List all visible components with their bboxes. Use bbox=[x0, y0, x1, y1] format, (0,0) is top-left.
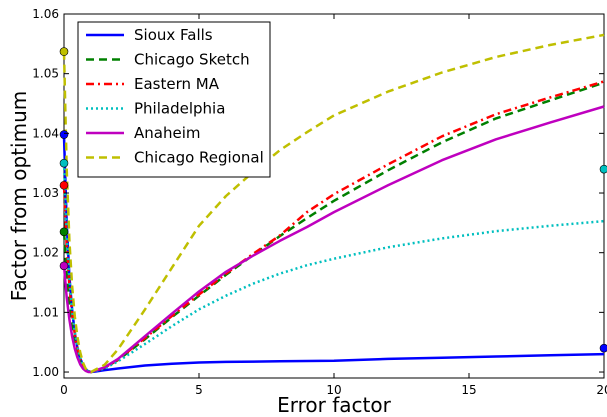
y-tick-label: 1.05 bbox=[32, 67, 59, 81]
legend-box bbox=[77, 21, 271, 178]
x-axis-label: Error factor bbox=[277, 393, 391, 417]
series-markers bbox=[59, 47, 607, 353]
start-marker bbox=[59, 227, 69, 237]
legend-label: Chicago Regional bbox=[134, 149, 264, 167]
legend-label: Philadelphia bbox=[134, 100, 225, 118]
x-tick-label: 20 bbox=[596, 383, 607, 397]
y-tick-label: 1.06 bbox=[32, 7, 59, 21]
start-marker bbox=[59, 130, 69, 139]
start-marker bbox=[59, 180, 69, 190]
series-line-chicago-sketch bbox=[62, 81, 605, 374]
y-axis-label: Factor from optimum bbox=[7, 91, 31, 301]
legend: Sioux Falls Chicago Sketch Eastern MA Phila… bbox=[77, 21, 271, 178]
axis-ticks: 0 5 10 15 20 1.00 1.01 1.02 1.03 1.04 1.05 1.06 bbox=[32, 7, 607, 397]
legend-label: Eastern MA bbox=[134, 75, 220, 93]
start-marker bbox=[59, 158, 69, 168]
end-marker bbox=[599, 164, 607, 174]
y-tick-label: 1.04 bbox=[32, 126, 59, 140]
y-tick-label: 1.00 bbox=[32, 365, 59, 379]
series-line-chicago-regional bbox=[62, 33, 605, 374]
x-tick-label: 0 bbox=[60, 383, 68, 397]
legend-label: Sioux Falls bbox=[134, 26, 213, 44]
x-tick-label: 10 bbox=[326, 383, 341, 397]
x-tick-label: 5 bbox=[195, 383, 203, 397]
x-tick-label: 15 bbox=[461, 383, 476, 397]
series-lines bbox=[62, 33, 605, 374]
series-line-anaheim bbox=[62, 105, 605, 374]
legend-label: Anaheim bbox=[134, 124, 200, 142]
start-marker bbox=[59, 47, 69, 56]
series-line-philadelphia bbox=[62, 163, 605, 374]
y-tick-label: 1.01 bbox=[32, 305, 59, 319]
legend-label: Chicago Sketch bbox=[134, 51, 250, 69]
y-tick-label: 1.03 bbox=[32, 186, 59, 200]
end-marker bbox=[599, 343, 607, 353]
y-tick-label: 1.02 bbox=[32, 246, 59, 260]
start-marker bbox=[59, 261, 69, 271]
